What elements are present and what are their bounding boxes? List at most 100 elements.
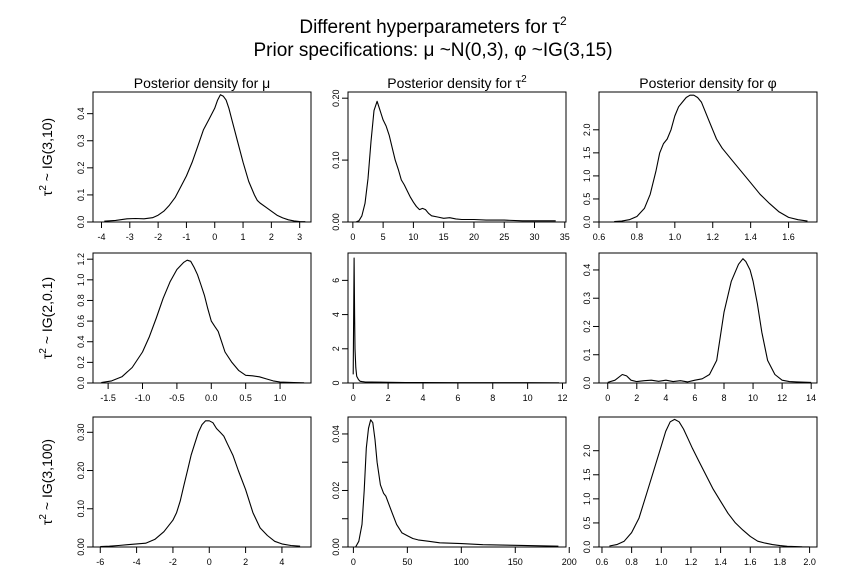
x-tick-label: 0 (207, 557, 212, 567)
y-tick-label: 0.00 (331, 213, 341, 231)
x-tick-label: 1.4 (714, 557, 727, 567)
y-tick-label: 2 (331, 346, 341, 351)
x-tick-label: 1.6 (782, 232, 795, 242)
x-tick-label: -4 (133, 557, 141, 567)
x-tick-label: 2.0 (803, 557, 816, 567)
y-tick-label: 0.8 (76, 294, 86, 307)
column-title-1: Posterior density for μ (134, 75, 270, 91)
y-tick-label: 0.10 (76, 500, 86, 518)
x-tick-label: 1.6 (744, 557, 757, 567)
x-tick-label: 2 (386, 393, 391, 403)
y-tick-label: 0.2 (582, 320, 592, 333)
x-tick-label: 35 (560, 232, 570, 242)
x-tick-label: 1 (241, 232, 246, 242)
density-line (352, 257, 560, 384)
x-tick-label: 1.2 (685, 557, 698, 567)
column-title-2: Posterior density for τ2 (387, 74, 527, 91)
x-tick-label: 30 (530, 232, 540, 242)
x-tick-label: 8 (490, 393, 495, 403)
y-tick-label: 1.5 (582, 147, 592, 160)
y-tick-label: 0.1 (76, 189, 86, 202)
density-line (614, 94, 808, 223)
x-tick-label: 2 (634, 393, 639, 403)
panel-r2c2: 0 2 4 6 8 10 12 0 2 4 6 (331, 252, 568, 403)
panel-r1c2: 0 5 10 15 20 25 30 35 0.00 0.10 0.20 (331, 89, 570, 242)
x-tick-label: 1.0 (669, 232, 682, 242)
x-tick-label: 5 (381, 232, 386, 242)
row-label-1: τ2 ~ IG(3,10) (38, 118, 55, 196)
panel-r3c1: -6 -4 -2 0 2 4 0.00 0.10 0.20 0.30 (76, 416, 312, 567)
x-tick-label: 0.8 (625, 557, 638, 567)
x-tick-label: 25 (499, 232, 509, 242)
y-tick-label: 0.00 (76, 538, 86, 556)
x-tick-label: 4 (663, 393, 668, 403)
plot-frame (92, 252, 312, 384)
x-tick-label: 3 (297, 232, 302, 242)
x-tick-label: 20 (469, 232, 479, 242)
panel-r1c3: 0.6 0.8 1.0 1.2 1.4 1.6 0.0 0.5 1.0 1.5 2.0 (582, 91, 818, 242)
x-tick-label: 10 (408, 232, 418, 242)
x-tick-label: 15 (439, 232, 449, 242)
column-title-3: Posterior density for φ (639, 75, 776, 91)
panel-r2c1: -1.5 -1.0 -0.5 0.0 0.5 1.0 0.0 0.2 0.4 0.6 0.8 1.0 1… (76, 252, 312, 403)
plot-frame (598, 416, 818, 548)
x-tick-label: 1.2 (706, 232, 719, 242)
y-tick-label: 0.20 (331, 89, 341, 107)
y-tick-label: 0.3 (76, 134, 86, 147)
x-tick-label: 12 (777, 393, 787, 403)
density-line (609, 418, 810, 548)
y-tick-label: 0.2 (76, 356, 86, 369)
y-tick-label: 0.3 (582, 292, 592, 305)
x-tick-label: 0 (351, 393, 356, 403)
plot-frame (92, 416, 312, 548)
x-tick-label: -0.5 (169, 393, 185, 403)
x-tick-label: 4 (420, 393, 425, 403)
y-tick-label: 0.00 (331, 538, 341, 556)
x-tick-label: -2 (169, 557, 177, 567)
figure-subtitle: Prior specifications: μ ~N(0,3), φ ~IG(3… (253, 40, 612, 61)
y-tick-label: 0.1 (582, 348, 592, 361)
plot-frame (598, 252, 818, 384)
x-tick-label: 2 (269, 232, 274, 242)
x-tick-label: 10 (523, 393, 533, 403)
y-tick-label: 0.20 (76, 462, 86, 480)
x-tick-label: 12 (558, 393, 568, 403)
y-tick-label: 6 (331, 278, 341, 283)
y-tick-label: 0.4 (76, 335, 86, 348)
y-tick-label: 0.30 (76, 424, 86, 442)
x-tick-label: 0 (351, 557, 356, 567)
x-tick-label: 2 (243, 557, 248, 567)
x-tick-label: -3 (126, 232, 134, 242)
x-tick-label: 1.0 (274, 393, 287, 403)
y-tick-label: 0.2 (76, 162, 86, 175)
x-tick-label: -1.5 (100, 393, 116, 403)
density-line (607, 258, 812, 383)
x-tick-label: 0 (212, 232, 217, 242)
density-line (355, 419, 559, 548)
figure-title: Different hyperparameters for τ2 (299, 14, 567, 38)
panel-r3c2: 0 50 100 150 200 0.00 0.02 0.04 (331, 416, 577, 567)
y-tick-label: 1.0 (582, 493, 592, 506)
y-tick-label: 2.0 (582, 124, 592, 137)
y-tick-label: 0.02 (331, 482, 341, 500)
x-tick-label: 14 (806, 393, 816, 403)
x-tick-label: 10 (748, 393, 758, 403)
x-tick-label: -4 (97, 232, 105, 242)
y-tick-label: 0.0 (582, 216, 592, 229)
plot-frame (92, 91, 312, 223)
panel-r2c3: 0 2 4 6 8 10 12 14 0.0 0.1 0.2 0.3 0.4 (582, 252, 818, 403)
x-tick-label: 1.8 (774, 557, 787, 567)
y-tick-label: 0.0 (76, 377, 86, 390)
y-tick-label: 0.6 (76, 315, 86, 328)
panel-grid: Posterior density for μ Posterior density… (38, 74, 818, 567)
y-tick-label: 1.0 (76, 274, 86, 287)
x-tick-label: -2 (154, 232, 162, 242)
x-tick-label: 0.0 (205, 393, 218, 403)
y-tick-label: 0.10 (331, 151, 341, 169)
x-tick-label: 6 (455, 393, 460, 403)
x-tick-label: 0.5 (239, 393, 252, 403)
y-tick-label: 1.0 (582, 170, 592, 183)
x-tick-label: 0 (605, 393, 610, 403)
plot-frame (347, 91, 567, 223)
